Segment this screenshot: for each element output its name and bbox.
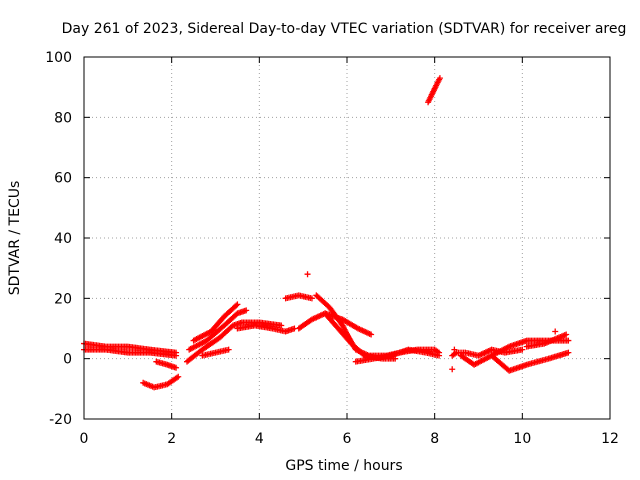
data-points — [81, 75, 572, 391]
y-tick-label: 100 — [45, 50, 72, 66]
series-t10 — [282, 292, 315, 302]
data-point — [436, 75, 443, 82]
data-point — [234, 301, 241, 308]
y-tick-label: 40 — [54, 231, 72, 247]
data-point — [449, 366, 456, 373]
series-t9 — [234, 322, 298, 335]
chart-title: Day 261 of 2023, Sidereal Day-to-day VTE… — [62, 21, 627, 37]
data-point — [304, 271, 311, 278]
x-tick-label: 2 — [167, 431, 176, 447]
series-t2 — [81, 346, 180, 359]
data-point — [233, 302, 240, 309]
data-point — [563, 331, 570, 338]
series-t3 — [140, 373, 182, 391]
series-t20 — [523, 331, 570, 350]
x-tick-label: 12 — [601, 431, 619, 447]
series-t15 — [352, 346, 443, 365]
data-point — [175, 373, 182, 380]
data-point — [565, 337, 572, 344]
data-point — [243, 307, 250, 314]
series-t18 — [457, 349, 572, 374]
y-axis-label: SDTVAR / TECUs — [7, 181, 23, 296]
series-t6 — [186, 307, 250, 353]
gridlines — [84, 57, 610, 419]
axis-ticks: 0 2 4 6 8 10 12 -20 0 20 40 60 80 100 — [45, 50, 619, 447]
series-t16 — [425, 75, 443, 106]
x-axis-label: GPS time / hours — [285, 458, 402, 474]
data-point — [308, 295, 315, 302]
y-tick-label: 20 — [54, 291, 72, 307]
data-point — [519, 346, 526, 353]
series-t8 — [199, 346, 232, 359]
y-tick-label: 60 — [54, 171, 72, 187]
series-t7 — [190, 301, 241, 344]
series-t4 — [153, 358, 180, 371]
data-point — [173, 364, 180, 371]
y-tick-label: 0 — [63, 352, 72, 368]
x-tick-label: 6 — [343, 431, 352, 447]
x-tick-label: 4 — [255, 431, 264, 447]
x-tick-label: 8 — [430, 431, 439, 447]
x-tick-label: 10 — [513, 431, 531, 447]
y-tick-label: -20 — [49, 412, 72, 428]
series-outliers — [304, 271, 559, 373]
y-tick-label: 80 — [54, 110, 72, 126]
data-point — [225, 346, 232, 353]
data-point — [368, 331, 375, 338]
data-point — [552, 328, 559, 335]
data-point — [451, 346, 458, 353]
data-point — [565, 349, 572, 356]
x-tick-label: 0 — [80, 431, 89, 447]
data-point — [436, 352, 443, 359]
data-point — [173, 352, 180, 359]
